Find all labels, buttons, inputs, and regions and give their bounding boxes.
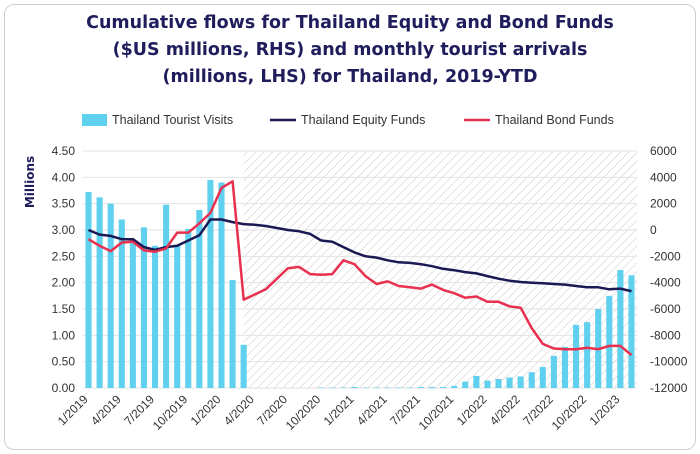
y-right-tick-label: -10000 — [650, 355, 688, 369]
line-equity-funds — [88, 218, 632, 293]
bar-tourist — [351, 386, 358, 388]
y-right-tick-label: -8000 — [650, 328, 681, 342]
bar-tourist — [539, 366, 546, 388]
x-tick-label: 1/2020 — [188, 392, 224, 428]
x-tick-label: 1/2019 — [55, 392, 91, 428]
chart-title: Cumulative flows for Thailand Equity and… — [0, 10, 700, 91]
bar-tourist — [174, 244, 181, 388]
bar-tourist — [417, 386, 424, 388]
bar-tourist — [362, 387, 369, 388]
y-axis-left: 4.50 4.00 3.50 3.00 2.50 2.00 1.50 1.00 0.50 0.00 — [52, 144, 76, 395]
title-line-3: (millions, LHS) for Thailand, 2019-YTD — [162, 67, 538, 87]
bar-tourist — [163, 204, 170, 388]
x-tick-label: 10/2019 — [150, 392, 191, 433]
y-right-tick-label: 2000 — [650, 197, 677, 211]
bar-tourist — [561, 346, 569, 388]
bar-tourist — [229, 280, 236, 388]
bar-tourist — [118, 219, 125, 388]
bar-tourist — [384, 387, 391, 388]
bar-tourist — [428, 386, 436, 388]
legend-label-bond: Thailand Bond Funds — [495, 113, 614, 127]
legend-label-equity: Thailand Equity Funds — [301, 113, 425, 127]
y-right-tick-label: -12000 — [650, 381, 688, 395]
y-axis-left-title: Millions — [23, 156, 37, 208]
bar-tourist — [129, 243, 136, 388]
legend-swatch-tourist — [82, 114, 107, 126]
y-left-tick-label: 3.00 — [52, 223, 76, 237]
bar-tourist — [140, 227, 147, 388]
y-left-tick-label: 3.50 — [52, 197, 76, 211]
line-bond-funds — [87, 180, 633, 357]
x-tick-label: 4/2022 — [487, 392, 523, 428]
x-tick-label: 10/2020 — [283, 392, 324, 433]
bar-tourist — [440, 386, 447, 388]
title-line-2: ($US millions, RHS) and monthly tourist … — [112, 40, 588, 60]
bar-tourist — [196, 209, 203, 388]
bar-tourist — [151, 245, 159, 388]
bar-tourist — [373, 387, 380, 388]
bar-tourist — [573, 324, 580, 388]
y-right-tick-label: -4000 — [650, 276, 681, 290]
bar-tourist — [606, 295, 613, 388]
bar-tourist — [406, 387, 413, 388]
y-left-tick-label: 2.50 — [52, 249, 76, 263]
bar-tourist — [395, 387, 402, 388]
x-tick-label: 1/2023 — [587, 392, 623, 428]
bar-tourist — [473, 375, 480, 388]
bar-tourist — [85, 192, 92, 388]
bar-tourist — [617, 270, 624, 388]
bar-tourist — [340, 387, 347, 388]
y-right-tick-label: -6000 — [650, 302, 681, 316]
bar-tourist — [462, 381, 469, 388]
bar-tourist — [96, 197, 103, 388]
x-tick-label: 10/2022 — [549, 392, 590, 433]
title-line-1: Cumulative flows for Thailand Equity and… — [86, 13, 614, 33]
y-left-tick-label: 1.00 — [52, 328, 76, 342]
bar-tourist — [329, 387, 336, 388]
x-tick-label: 4/2019 — [88, 392, 124, 428]
x-tick-label: 10/2021 — [416, 392, 457, 433]
x-tick-label: 4/2020 — [221, 392, 257, 428]
bar-tourist — [517, 376, 524, 388]
y-left-tick-label: 2.00 — [52, 276, 76, 290]
y-left-tick-label: 0.50 — [52, 355, 76, 369]
y-right-tick-label: 6000 — [650, 144, 677, 158]
bar-tourist — [240, 344, 247, 388]
bar-tourist — [207, 179, 214, 388]
bar-tourist — [451, 385, 458, 388]
bar-tourist — [506, 377, 513, 388]
y-left-tick-label: 4.50 — [52, 144, 76, 158]
bar-tourist — [185, 228, 192, 388]
bar-tourist — [107, 203, 114, 388]
x-tick-label: 1/2022 — [454, 392, 490, 428]
y-right-tick-label: 0 — [650, 223, 657, 237]
y-right-tick-label: 4000 — [650, 170, 677, 184]
bar-tourist — [495, 379, 502, 388]
y-left-tick-label: 1.50 — [52, 302, 76, 316]
y-left-tick-label: 4.00 — [52, 170, 76, 184]
x-tick-label: 1/2021 — [321, 392, 357, 428]
y-axis-right: 6000 4000 2000 0 -2000 -4000 -6000 -8000 -10000 -… — [650, 144, 688, 395]
y-right-tick-label: -2000 — [650, 249, 681, 263]
legend-label-tourist: Thailand Tourist Visits — [112, 113, 233, 127]
bar-tourist — [628, 275, 635, 388]
legend: Thailand Tourist Visits Thailand Equity … — [82, 113, 614, 127]
bar-tourist — [318, 387, 325, 388]
y-left-tick-label: 0.00 — [52, 381, 76, 395]
x-tick-label: 4/2021 — [354, 392, 390, 428]
bar-tourist — [584, 322, 591, 388]
bar-tourist — [218, 182, 225, 388]
bar-tourist — [550, 355, 557, 388]
x-axis: 1/20194/20197/201910/20191/20204/20207/2… — [55, 392, 623, 433]
bar-tourist — [528, 372, 535, 388]
bar-tourist — [484, 380, 491, 388]
